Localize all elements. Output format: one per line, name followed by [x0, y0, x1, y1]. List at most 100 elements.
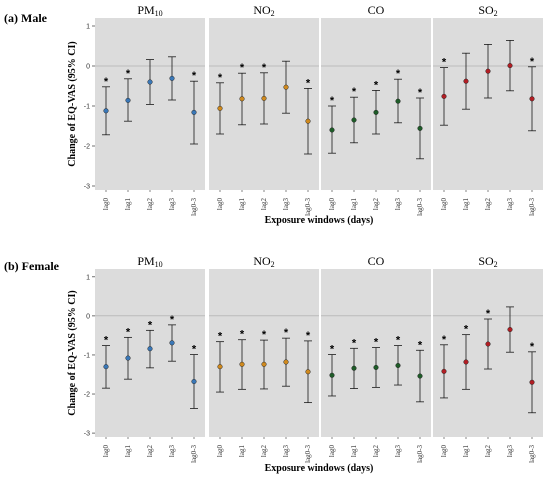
facet-label: SO2	[478, 254, 497, 269]
data-point	[485, 341, 491, 347]
x-tick-label: lag0	[440, 198, 448, 211]
significance-star: *	[464, 324, 469, 336]
y-tick-label: 1	[86, 24, 90, 31]
facet-label: NO2	[253, 254, 274, 269]
x-tick-label: lag0-3	[304, 445, 312, 463]
significance-star: *	[442, 334, 447, 346]
significance-star: *	[396, 335, 401, 347]
significance-star: *	[374, 337, 379, 349]
data-point	[239, 96, 245, 102]
data-point	[329, 372, 335, 378]
x-tick-label: lag2	[146, 445, 154, 458]
data-point	[529, 96, 535, 102]
facet-strip	[209, 4, 319, 18]
x-tick-label: lag2	[146, 198, 154, 211]
y-tick-label: 1	[86, 274, 90, 281]
y-tick-label: -2	[84, 144, 90, 151]
x-tick-label: lag3	[168, 198, 176, 211]
x-axis-title: Exposure windows (days)	[265, 215, 374, 226]
y-tick-label: -3	[84, 184, 90, 191]
significance-star: *	[262, 329, 267, 341]
significance-star: *	[218, 331, 223, 343]
significance-star: *	[104, 335, 109, 347]
y-tick-label: -2	[84, 392, 90, 399]
x-tick-label: lag1	[462, 445, 470, 458]
facet-strip	[321, 4, 431, 18]
x-tick-label: lag3	[282, 445, 290, 458]
significance-star: *	[192, 70, 197, 82]
data-point	[463, 359, 469, 365]
significance-star: *	[306, 77, 311, 89]
figure-title: (a) Male	[4, 11, 48, 25]
significance-star: *	[530, 341, 535, 353]
x-tick-label: lag1	[350, 445, 358, 458]
facet-strip	[433, 255, 543, 269]
facet-strip	[95, 255, 205, 269]
x-tick-label: lag0	[440, 445, 448, 458]
significance-star: *	[442, 57, 447, 69]
facet-label: CO	[368, 254, 385, 268]
y-tick-label: -3	[84, 431, 90, 438]
data-point	[507, 327, 513, 333]
data-point	[507, 63, 513, 69]
x-tick-label: lag3	[394, 445, 402, 458]
x-tick-label: lag2	[372, 445, 380, 458]
x-tick-label: lag0	[102, 445, 110, 458]
x-tick-label: lag1	[350, 198, 358, 211]
data-point	[125, 355, 131, 361]
significance-star: *	[530, 56, 535, 68]
y-tick-label: 0	[86, 313, 90, 320]
data-point	[169, 75, 175, 81]
x-tick-label: lag0-3	[304, 198, 312, 216]
y-axis-title: Change of EQ-VAS (95% CI)	[67, 290, 78, 415]
data-point	[441, 93, 447, 99]
data-point	[395, 98, 401, 104]
x-tick-label: lag0-3	[528, 198, 536, 216]
figure-title: (b) Female	[4, 259, 60, 273]
data-point	[283, 359, 289, 365]
data-point	[373, 364, 379, 371]
significance-star: *	[306, 330, 311, 342]
significance-star: *	[330, 95, 335, 107]
x-tick-label: lag2	[260, 198, 268, 211]
significance-star: *	[218, 72, 223, 84]
facet-strip	[433, 4, 543, 18]
significance-star: *	[418, 339, 423, 351]
data-point	[103, 364, 109, 370]
x-tick-label: lag3	[168, 445, 176, 458]
data-point	[305, 118, 311, 124]
data-point	[283, 84, 289, 90]
significance-star: *	[352, 337, 357, 349]
data-point	[169, 340, 175, 346]
x-tick-label: lag1	[238, 445, 246, 458]
data-point	[191, 378, 197, 385]
facet-strip	[209, 255, 319, 269]
data-point	[395, 362, 401, 369]
y-axis-title: Change of EQ-VAS (95% CI)	[67, 41, 78, 166]
data-point	[261, 95, 267, 101]
significance-star: *	[262, 62, 267, 74]
panel-background	[433, 18, 543, 190]
x-tick-label: lag0	[328, 445, 336, 458]
facet-strip	[95, 4, 205, 18]
data-point	[191, 109, 197, 115]
x-tick-label: lag0-3	[190, 445, 198, 463]
facet-label: CO	[368, 3, 385, 17]
x-tick-label: lag1	[124, 198, 132, 211]
x-tick-label: lag0-3	[528, 445, 536, 463]
x-tick-label: lag1	[124, 445, 132, 458]
data-point	[463, 78, 469, 84]
x-tick-label: lag3	[506, 445, 514, 458]
data-point	[147, 346, 153, 352]
data-point	[417, 125, 423, 131]
data-point	[305, 369, 311, 375]
data-point	[373, 109, 379, 115]
data-point	[125, 97, 131, 103]
significance-star: *	[284, 327, 289, 339]
significance-star: *	[352, 86, 357, 98]
significance-star: *	[374, 79, 379, 91]
x-tick-label: lag3	[506, 198, 514, 211]
x-tick-label: lag0-3	[416, 445, 424, 463]
significance-star: *	[240, 62, 245, 74]
